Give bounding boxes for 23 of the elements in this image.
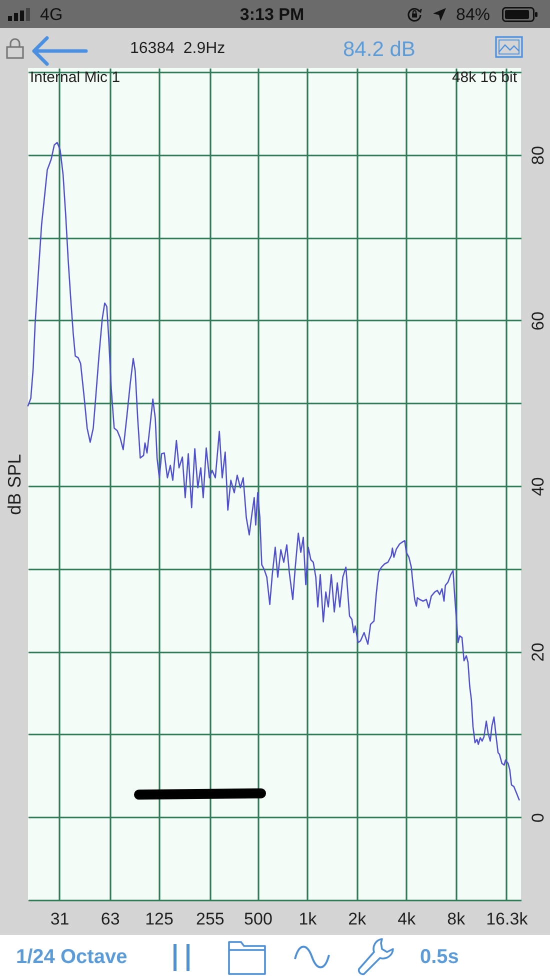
y-tick-label: 40 bbox=[528, 477, 548, 496]
x-tick-label: 1k bbox=[298, 910, 318, 928]
y-tick-label: 0 bbox=[528, 812, 548, 822]
x-tick-label: 125 bbox=[145, 910, 174, 928]
text: 4G bbox=[40, 4, 63, 24]
x-tick-label: 4k bbox=[398, 910, 416, 928]
text: 3:13 PM bbox=[240, 4, 304, 24]
y-axis-title: dB SPL bbox=[4, 454, 24, 516]
x-tick-label: 16.3k bbox=[486, 910, 528, 928]
x-tick-label: 255 bbox=[196, 910, 224, 928]
text: 1/24 Octave bbox=[16, 946, 128, 968]
text: 84.2 dB bbox=[343, 38, 416, 60]
y-tick-label: 20 bbox=[528, 642, 548, 662]
y-tick-label: 80 bbox=[528, 146, 548, 165]
x-tick-label: 63 bbox=[100, 910, 120, 928]
x-tick-label: 31 bbox=[50, 910, 70, 928]
x-tick-label: 8k bbox=[447, 910, 466, 928]
x-tick-label: 2k bbox=[348, 910, 367, 928]
x-tick-label: 500 bbox=[244, 910, 272, 928]
text: 84% bbox=[456, 4, 490, 24]
text: 16384 2.9Hz bbox=[130, 40, 226, 57]
text: 0.5s bbox=[420, 946, 459, 968]
y-tick-label: 60 bbox=[528, 312, 548, 330]
